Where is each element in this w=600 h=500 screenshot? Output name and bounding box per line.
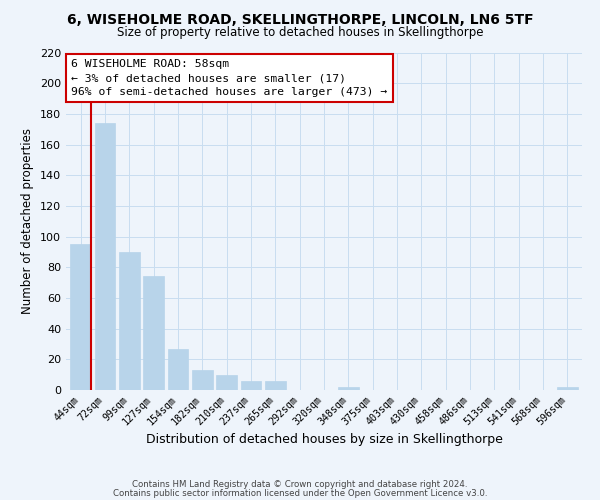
Bar (119, 252, 140, 390)
Bar (167, 348, 188, 390)
Bar (143, 276, 164, 390)
Bar (70, 244, 91, 390)
Bar (265, 381, 286, 390)
Bar (557, 387, 578, 390)
Text: Contains public sector information licensed under the Open Government Licence v3: Contains public sector information licen… (113, 489, 487, 498)
Bar (241, 381, 262, 390)
Bar (95, 123, 115, 390)
Y-axis label: Number of detached properties: Number of detached properties (22, 128, 34, 314)
Bar (216, 374, 237, 390)
X-axis label: Distribution of detached houses by size in Skellingthorpe: Distribution of detached houses by size … (146, 433, 502, 446)
Text: 6, WISEHOLME ROAD, SKELLINGTHORPE, LINCOLN, LN6 5TF: 6, WISEHOLME ROAD, SKELLINGTHORPE, LINCO… (67, 12, 533, 26)
Text: Size of property relative to detached houses in Skellingthorpe: Size of property relative to detached ho… (117, 26, 483, 39)
Bar (192, 370, 212, 390)
Text: 6 WISEHOLME ROAD: 58sqm
← 3% of detached houses are smaller (17)
96% of semi-det: 6 WISEHOLME ROAD: 58sqm ← 3% of detached… (71, 59, 388, 97)
Text: Contains HM Land Registry data © Crown copyright and database right 2024.: Contains HM Land Registry data © Crown c… (132, 480, 468, 489)
Bar (338, 387, 359, 390)
